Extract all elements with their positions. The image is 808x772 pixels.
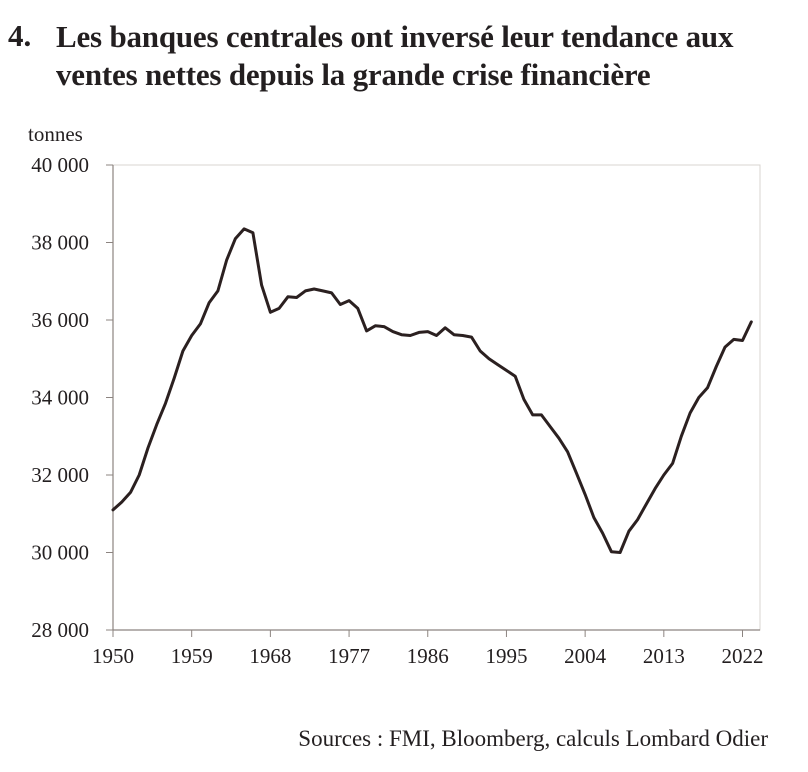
y-tick-label: 38 000 <box>31 231 89 255</box>
x-tick-label: 1968 <box>249 644 291 668</box>
x-tick-label: 2013 <box>643 644 685 668</box>
chart-number: 4. <box>8 18 32 53</box>
x-tick-label: 1986 <box>407 644 449 668</box>
y-tick-label: 28 000 <box>31 618 89 642</box>
source-note: Sources : FMI, Bloomberg, calculs Lombar… <box>298 726 768 751</box>
y-tick-label: 30 000 <box>31 541 89 565</box>
y-tick-label: 40 000 <box>31 153 89 177</box>
x-tick-label: 1995 <box>485 644 527 668</box>
series-line <box>111 227 753 554</box>
y-tick-label: 32 000 <box>31 463 89 487</box>
x-tick-label: 1950 <box>92 644 134 668</box>
x-tick-label: 2022 <box>722 644 764 668</box>
x-tick-label: 1977 <box>328 644 370 668</box>
y-tick-label: 34 000 <box>31 386 89 410</box>
y-tick-label: 36 000 <box>31 308 89 332</box>
plot-frame <box>112 164 761 631</box>
line-chart: tonnes 28 000 30 000 32 000 34 000 36 000 38 0… <box>28 122 764 668</box>
chart-title: Les banques centrales ont inversé leur t… <box>56 19 734 92</box>
x-tick-label: 1959 <box>171 644 213 668</box>
y-axis-unit-label: tonnes <box>28 122 83 146</box>
x-tick-label: 2004 <box>564 644 607 668</box>
